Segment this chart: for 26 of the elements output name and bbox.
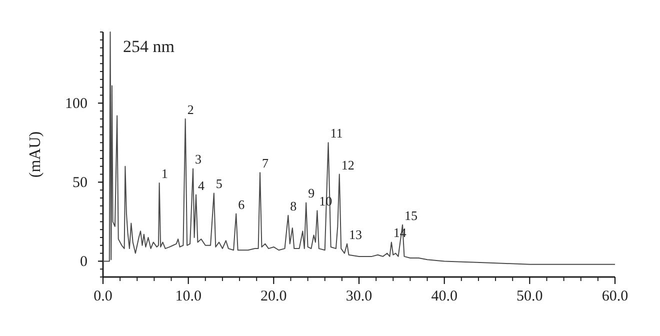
y-tick-label: 100 [65,96,88,112]
y-axis-title: (mAU) [27,131,44,178]
x-tick-label: 50.0 [516,288,543,304]
annotation: 15 [404,208,418,223]
y-tick-label: 50 [72,174,88,191]
x-tick-label: 30.0 [346,288,372,304]
annotation: 7 [262,156,270,171]
annotation: 13 [349,226,362,242]
x-tick-label: 0.0 [94,288,112,304]
annotation: 3 [195,152,202,167]
annotation: 4 [198,178,206,193]
y-tick-label: 0 [80,254,88,270]
annotation: 9 [308,186,315,201]
x-tick-label: 20.0 [260,288,287,304]
x-tick-label: 40.0 [431,288,458,304]
annotation: 2 [187,102,194,117]
x-tick-label: 10.0 [175,288,202,304]
annotation: 11 [330,126,343,141]
annotation: 1 [161,166,168,181]
x-tick-label: 60.0 [602,288,628,304]
line-series [102,32,616,265]
annotation: 6 [238,196,246,212]
annotation: 8 [290,198,297,214]
annotation: 5 [216,176,222,192]
annotation: 12 [341,157,354,172]
annotation: 254 nm [123,37,174,56]
